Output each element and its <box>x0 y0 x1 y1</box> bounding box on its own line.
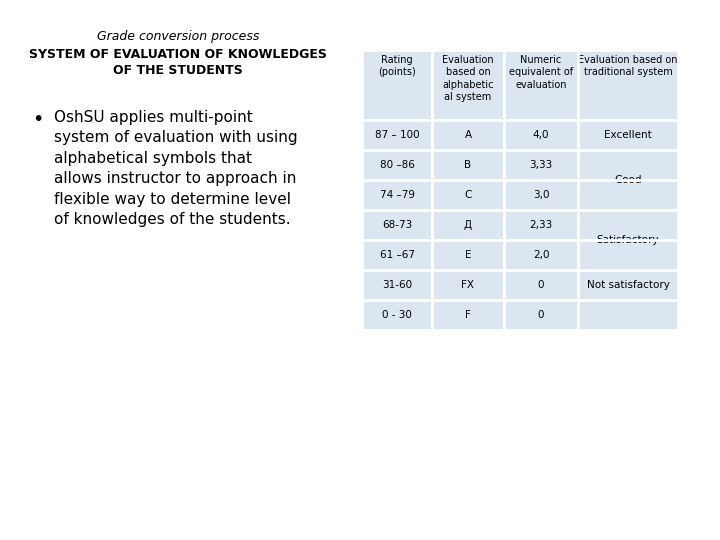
Text: 2,33: 2,33 <box>529 220 553 230</box>
Text: 3,33: 3,33 <box>529 160 553 170</box>
Text: Rating
(points): Rating (points) <box>378 55 416 77</box>
Text: •: • <box>32 110 44 129</box>
Bar <box>578 120 678 150</box>
Text: 4,0: 4,0 <box>533 130 549 140</box>
Text: Numeric
equivalent of
evaluation: Numeric equivalent of evaluation <box>509 55 573 90</box>
Text: Grade conversion process: Grade conversion process <box>96 30 259 43</box>
Text: B: B <box>464 160 472 170</box>
Text: 80 –86: 80 –86 <box>379 160 415 170</box>
Bar <box>578 150 678 210</box>
Bar <box>362 120 678 150</box>
Text: 68-73: 68-73 <box>382 220 412 230</box>
Text: Not satisfactory: Not satisfactory <box>587 280 670 290</box>
Text: 61 –67: 61 –67 <box>379 250 415 260</box>
Bar <box>362 240 678 270</box>
Text: 74 –79: 74 –79 <box>379 190 415 200</box>
Text: Д: Д <box>464 220 472 230</box>
Text: 2,0: 2,0 <box>533 250 549 260</box>
Text: Evaluation based on
traditional system: Evaluation based on traditional system <box>578 55 678 77</box>
Text: Excellent: Excellent <box>604 130 652 140</box>
Text: E: E <box>464 250 472 260</box>
Text: Evaluation
based on
alphabetic
al system: Evaluation based on alphabetic al system <box>442 55 494 102</box>
Text: C: C <box>464 190 472 200</box>
Bar <box>362 180 678 210</box>
Text: 0: 0 <box>538 310 544 320</box>
Text: 0: 0 <box>538 280 544 290</box>
Bar <box>578 210 678 270</box>
Text: Satisfactory: Satisfactory <box>597 235 660 245</box>
Text: FX: FX <box>462 280 474 290</box>
Text: 3,0: 3,0 <box>533 190 549 200</box>
Text: 87 – 100: 87 – 100 <box>374 130 419 140</box>
Bar <box>362 270 678 300</box>
Text: A: A <box>464 130 472 140</box>
Bar <box>578 300 678 330</box>
Bar <box>578 270 678 300</box>
Text: 0 - 30: 0 - 30 <box>382 310 412 320</box>
Text: F: F <box>465 310 471 320</box>
Text: SYSTEM OF EVALUATION OF KNOWLEDGES: SYSTEM OF EVALUATION OF KNOWLEDGES <box>29 48 327 61</box>
Text: OF THE STUDENTS: OF THE STUDENTS <box>113 64 243 77</box>
Text: Good: Good <box>614 175 642 185</box>
Bar <box>362 210 678 240</box>
Bar <box>362 50 678 120</box>
Text: 31-60: 31-60 <box>382 280 412 290</box>
Bar <box>362 150 678 180</box>
Text: OshSU applies multi-point
system of evaluation with using
alphabetical symbols t: OshSU applies multi-point system of eval… <box>54 110 297 227</box>
Bar <box>362 300 678 330</box>
